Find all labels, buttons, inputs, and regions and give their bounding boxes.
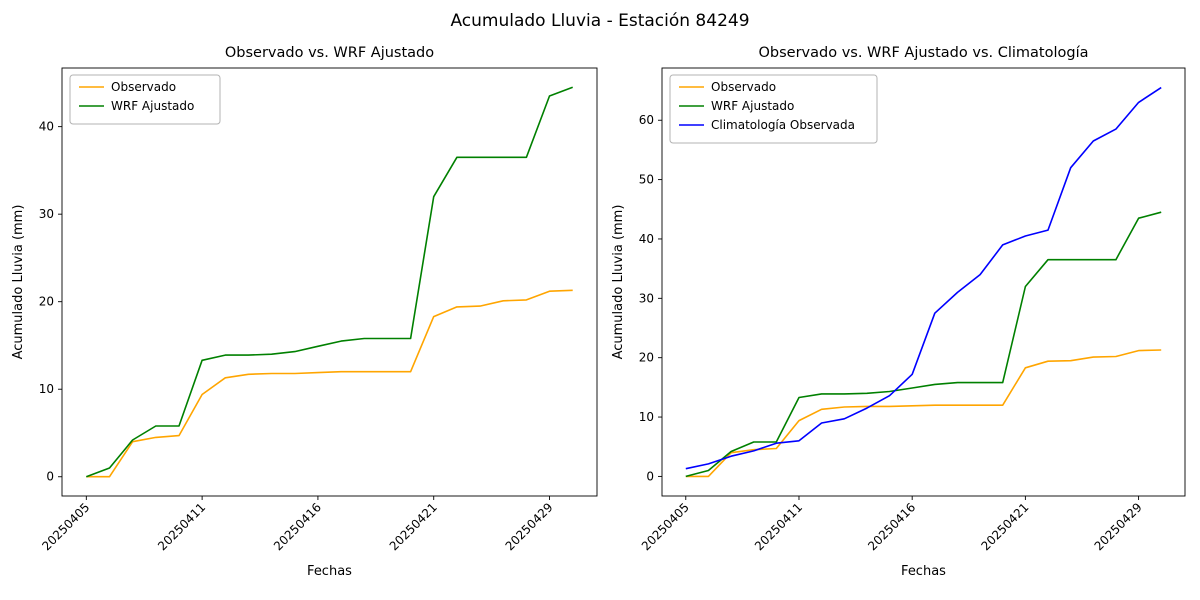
series-line-wrf-ajustado — [685, 211, 1162, 478]
x-tick-label: 20250416 — [865, 500, 918, 553]
x-tick-label: 20250421 — [978, 500, 1031, 553]
subplot-title: Observado vs. WRF Ajustado vs. Climatolo… — [759, 45, 1089, 61]
axes-frame — [61, 67, 598, 497]
axes-frame — [661, 67, 1186, 497]
legend-label: WRF Ajustado — [111, 99, 194, 113]
x-tick-label: 20250416 — [271, 500, 324, 553]
subplot-title: Observado vs. WRF Ajustado — [225, 45, 434, 61]
y-tick-label: 60 — [639, 113, 654, 127]
legend-label: Observado — [111, 80, 176, 94]
x-tick-label: 20250421 — [387, 500, 440, 553]
y-tick-label: 40 — [39, 120, 54, 134]
x-tick-label: 20250411 — [752, 500, 805, 553]
y-tick-label: 10 — [639, 410, 654, 424]
y-axis-label: Acumulado Lluvia (mm) — [611, 205, 626, 360]
series-line-observado — [685, 349, 1162, 478]
y-tick-label: 0 — [46, 470, 54, 484]
y-tick-label: 20 — [639, 351, 654, 365]
y-tick-label: 50 — [639, 173, 654, 187]
y-tick-label: 20 — [39, 295, 54, 309]
y-tick-label: 40 — [639, 232, 654, 246]
x-tick-label: 20250405 — [639, 500, 692, 553]
series-line-wrf-ajustado — [86, 86, 573, 478]
y-tick-label: 10 — [39, 382, 54, 396]
figure-title: Acumulado Lluvia - Estación 84249 — [450, 11, 750, 31]
x-tick-label: 20250411 — [155, 500, 208, 553]
legend-label: WRF Ajustado — [711, 99, 794, 113]
y-tick-label: 0 — [646, 469, 654, 483]
legend-label: Climatología Observada — [711, 118, 855, 132]
legend-label: Observado — [711, 80, 776, 94]
x-axis-label: Fechas — [901, 564, 946, 579]
y-tick-label: 30 — [39, 207, 54, 221]
legend-box — [69, 74, 221, 125]
y-tick-label: 30 — [639, 291, 654, 305]
x-tick-label: 20250405 — [39, 500, 92, 553]
x-tick-label: 20250429 — [503, 500, 556, 553]
x-axis-label: Fechas — [307, 564, 352, 579]
legend-box — [669, 74, 878, 144]
x-tick-label: 20250429 — [1092, 500, 1145, 553]
series-line-climatolog-a-observada — [685, 86, 1162, 470]
y-axis-label: Acumulado Lluvia (mm) — [11, 205, 26, 360]
subplot-right: Observado vs. WRF Ajustado vs. Climatolo… — [611, 45, 1186, 579]
series-line-observado — [86, 289, 573, 478]
subplot-left: Observado vs. WRF Ajustado 0 10 20 30 40 20250… — [11, 45, 598, 579]
